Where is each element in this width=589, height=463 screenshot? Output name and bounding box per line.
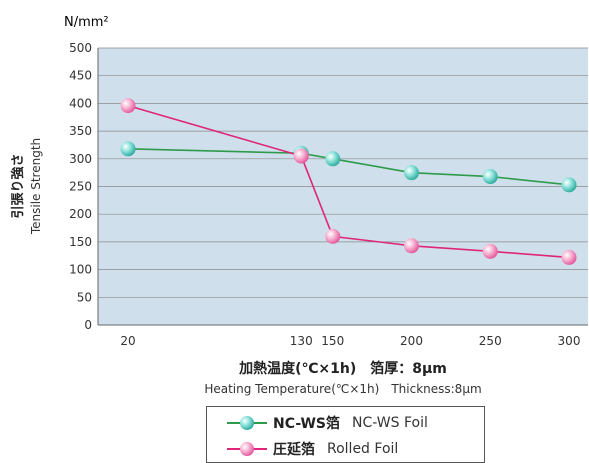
series-line xyxy=(127,104,570,259)
y-axis-label-jp: 引張り強さ xyxy=(10,153,26,218)
legend-pink-marker-icon xyxy=(227,442,267,456)
y-tick-label: 200 xyxy=(69,207,92,221)
legend: NC-WS箔 NC-WS Foil 圧延箔 Rolled Foil xyxy=(206,406,485,463)
y-tick-label: 50 xyxy=(77,290,92,304)
y-axis-label-en: Tensile Strength xyxy=(29,138,43,235)
y-axis-ticks: 0 50 100 150 200 250 300 350 400 450 500 xyxy=(69,41,92,332)
series-line xyxy=(127,148,570,186)
legend-label-jp: 圧延箔 xyxy=(273,442,315,458)
data-point xyxy=(325,228,341,244)
series-group xyxy=(120,98,577,265)
y-tick-label: 450 xyxy=(69,69,92,83)
data-point xyxy=(482,169,498,185)
data-point xyxy=(561,249,577,265)
legend-green-marker-icon xyxy=(227,416,267,430)
legend-item-rolled: 圧延箔 Rolled Foil xyxy=(227,437,398,461)
data-point xyxy=(561,177,577,193)
y-tick-label: 150 xyxy=(69,235,92,249)
y-tick-label: 0 xyxy=(84,318,92,332)
x-tick-label: 20 xyxy=(120,334,135,348)
legend-label-en: NC-WS Foil xyxy=(352,415,428,431)
unit-label: N/mm² xyxy=(64,15,109,30)
legend-label-jp: NC-WS箔 xyxy=(273,416,341,432)
x-tick-label: 150 xyxy=(321,334,344,348)
x-axis-label-en: Heating Temperature(℃×1h) Thickness:8μm xyxy=(204,382,481,396)
x-tick-label: 300 xyxy=(558,334,581,348)
y-tick-label: 400 xyxy=(69,96,92,110)
data-point xyxy=(293,148,309,164)
legend-label-en: Rolled Foil xyxy=(327,441,399,457)
data-point xyxy=(325,151,341,167)
y-tick-label: 300 xyxy=(69,152,92,166)
x-tick-label: 200 xyxy=(400,334,423,348)
data-point xyxy=(120,98,136,114)
x-tick-label: 130 xyxy=(290,334,313,348)
data-point xyxy=(120,141,136,157)
y-tick-label: 250 xyxy=(69,180,92,194)
data-point xyxy=(404,165,419,181)
x-axis-label-jp: 加熱温度(℃×1h) 箔厚：8μm xyxy=(238,360,447,377)
x-tick-label: 250 xyxy=(479,334,502,348)
grid-lines xyxy=(98,47,588,326)
data-point xyxy=(482,243,498,259)
y-tick-label: 350 xyxy=(69,124,92,138)
y-tick-label: 500 xyxy=(69,41,92,55)
x-axis-ticks: 20 130 150 200 250 300 xyxy=(120,334,580,348)
y-tick-label: 100 xyxy=(69,263,92,277)
legend-item-nc-ws: NC-WS箔 NC-WS Foil xyxy=(227,411,428,435)
data-point xyxy=(404,238,419,254)
